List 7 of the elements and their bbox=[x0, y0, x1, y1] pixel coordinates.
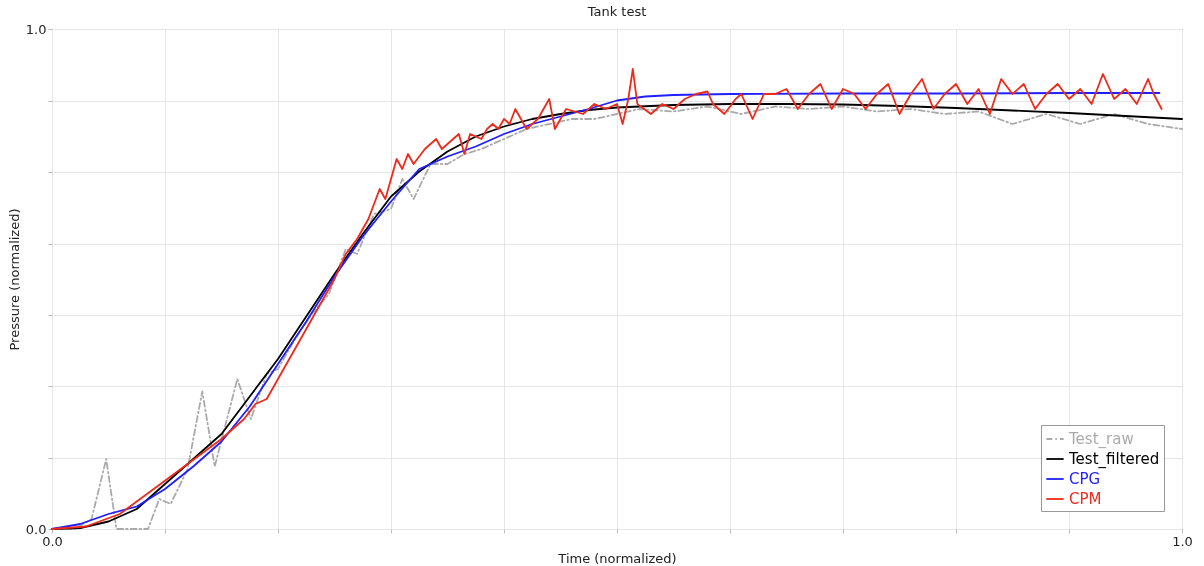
legend-label: CPG bbox=[1069, 470, 1101, 488]
legend-label: Test_filtered bbox=[1068, 450, 1160, 469]
y-axis-title: Pressure (normalized) bbox=[6, 208, 22, 351]
legend-label: CPM bbox=[1069, 490, 1102, 508]
legend-label: Test_raw bbox=[1068, 430, 1134, 449]
x-axis-title: Time (normalized) bbox=[557, 550, 677, 566]
chart-title: Tank test bbox=[586, 4, 647, 19]
